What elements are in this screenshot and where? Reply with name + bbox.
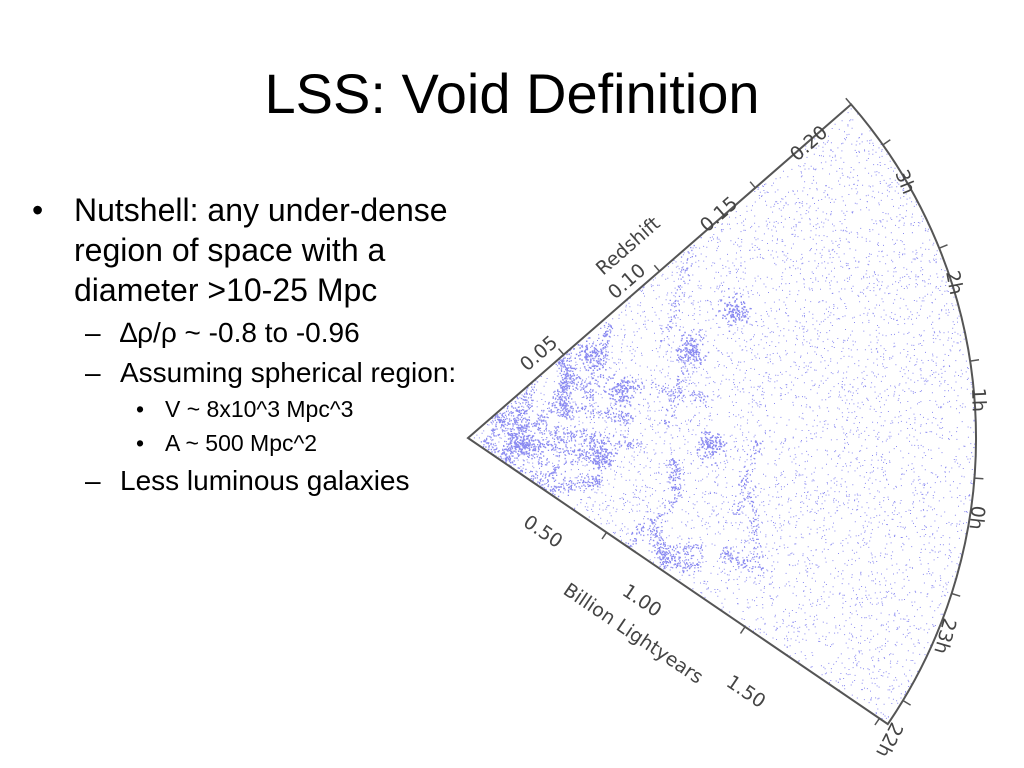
ra-tick bbox=[902, 699, 911, 706]
distance-tick bbox=[874, 717, 881, 726]
sub-bullet-text: Less luminous galaxies bbox=[120, 465, 410, 496]
wedge-labels: 0.05 0.10 0.15 0.20 Redshift 0.50 1.00 1… bbox=[516, 121, 990, 761]
ra-tick bbox=[951, 592, 961, 597]
sub-sub-bullet-area: • A ~ 500 Mpc^2 bbox=[30, 428, 480, 458]
bullet-marker: • bbox=[136, 430, 145, 456]
redshift-tick-label: 0.05 bbox=[516, 331, 562, 375]
sub-bullet-spherical: – Assuming spherical region: bbox=[30, 356, 480, 390]
dash-marker: – bbox=[85, 357, 101, 388]
distance-tick bbox=[739, 626, 746, 634]
galaxy-points bbox=[468, 108, 977, 720]
ra-tick bbox=[938, 244, 948, 249]
distance-tick-label: 1.50 bbox=[722, 671, 769, 713]
ra-tick-label: 22h bbox=[871, 719, 907, 761]
distance-tick bbox=[601, 531, 608, 540]
slide-title: LSS: Void Definition bbox=[264, 62, 760, 125]
redshift-tick bbox=[749, 181, 756, 189]
bullet-marker: • bbox=[32, 192, 44, 228]
sub-sub-bullet-volume: • V ~ 8x10^3 Mpc^3 bbox=[30, 394, 480, 424]
bullet-void-definition: • Nutshell: any under-dense region of sp… bbox=[30, 190, 480, 310]
redshift-axis-label: Redshift bbox=[592, 213, 665, 280]
bullet-list: • Nutshell: any under-dense region of sp… bbox=[30, 190, 480, 498]
ra-tick bbox=[974, 477, 984, 480]
ra-tick-label: 1h bbox=[967, 387, 990, 412]
sub-bullet-luminosity: – Less luminous galaxies bbox=[30, 464, 480, 498]
sub-bullet-density-contrast: – ∆ρ/ρ ~ -0.8 to -0.96 bbox=[30, 316, 480, 350]
dash-marker: – bbox=[85, 465, 101, 496]
ra-tick bbox=[882, 139, 891, 146]
bullet-text: Nutshell: any under-dense region of spac… bbox=[74, 192, 448, 308]
ra-tick bbox=[969, 358, 980, 362]
ra-tick-label: 23h bbox=[929, 616, 960, 657]
sub-bullet-text: ∆ρ/ρ ~ -0.8 to -0.96 bbox=[120, 317, 360, 348]
ra-tick-label: 3h bbox=[890, 167, 919, 198]
distance-axis-label: Billion Lightyears bbox=[559, 579, 707, 689]
redshift-tick bbox=[557, 348, 565, 356]
redshift-tick-label: 0.20 bbox=[786, 121, 832, 165]
sub-sub-bullet-text: A ~ 500 Mpc^2 bbox=[165, 430, 318, 456]
galaxy-distribution bbox=[468, 108, 977, 720]
wedge-outline bbox=[466, 102, 977, 726]
ra-tick-label: 0h bbox=[965, 504, 989, 530]
sub-sub-bullet-text: V ~ 8x10^3 Mpc^3 bbox=[165, 396, 354, 422]
redshift-tick bbox=[653, 264, 661, 272]
distance-tick-label: 1.00 bbox=[618, 580, 665, 622]
ra-tick-label: 2h bbox=[941, 269, 967, 297]
redshift-tick-label: 0.10 bbox=[604, 259, 650, 303]
redshift-tick-label: 0.15 bbox=[696, 192, 742, 236]
distance-tick-label: 0.50 bbox=[519, 511, 566, 553]
wedge-ticks bbox=[557, 97, 984, 726]
sub-bullet-text: Assuming spherical region: bbox=[120, 357, 457, 388]
dash-marker: – bbox=[85, 317, 101, 348]
bullet-marker: • bbox=[136, 396, 145, 422]
